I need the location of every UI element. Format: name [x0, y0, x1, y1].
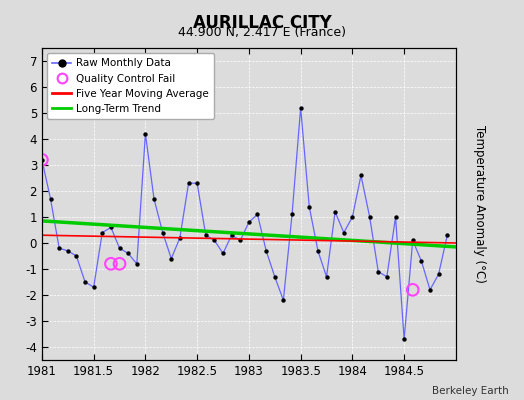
Text: Berkeley Earth: Berkeley Earth [432, 386, 508, 396]
Point [115, 245, 124, 251]
Point [81, 279, 89, 285]
Point [305, 203, 313, 210]
Point [141, 130, 150, 137]
Point [98, 229, 106, 236]
Point [357, 172, 365, 178]
Point [63, 248, 72, 254]
Point [107, 261, 115, 267]
Point [270, 274, 279, 280]
Point [176, 234, 184, 241]
Y-axis label: Temperature Anomaly (°C): Temperature Anomaly (°C) [473, 125, 486, 283]
Point [115, 261, 124, 267]
Point [426, 286, 434, 293]
Point [124, 250, 133, 257]
Point [133, 261, 141, 267]
Point [348, 214, 357, 220]
Point [167, 255, 176, 262]
Point [400, 336, 408, 342]
Point [107, 224, 115, 230]
Point [55, 245, 63, 251]
Point [184, 180, 193, 186]
Point [38, 156, 46, 163]
Point [288, 211, 296, 218]
Point [158, 229, 167, 236]
Point [90, 284, 98, 290]
Point [409, 237, 417, 244]
Point [443, 232, 452, 238]
Text: 44.900 N, 2.417 E (France): 44.900 N, 2.417 E (France) [178, 26, 346, 39]
Point [279, 297, 288, 303]
Point [340, 229, 348, 236]
Title: AURILLAC CITY
44.900 N, 2.417 E (France): AURILLAC CITY 44.900 N, 2.417 E (France) [0, 399, 1, 400]
Point [314, 248, 322, 254]
Point [331, 209, 340, 215]
Point [322, 274, 331, 280]
Point [374, 268, 383, 275]
Point [383, 274, 391, 280]
Point [434, 271, 443, 278]
Point [391, 214, 400, 220]
Point [236, 237, 245, 244]
Point [365, 214, 374, 220]
Point [150, 196, 158, 202]
Point [193, 180, 201, 186]
Point [202, 232, 210, 238]
Point [227, 232, 236, 238]
Point [245, 219, 253, 225]
Point [72, 253, 81, 259]
Point [409, 286, 417, 293]
Point [210, 237, 219, 244]
Point [262, 248, 270, 254]
Point [219, 250, 227, 257]
Point [417, 258, 425, 264]
Text: AURILLAC CITY: AURILLAC CITY [193, 14, 331, 32]
Point [253, 211, 261, 218]
Point [38, 156, 46, 163]
Point [46, 196, 54, 202]
Point [297, 104, 305, 111]
Legend: Raw Monthly Data, Quality Control Fail, Five Year Moving Average, Long-Term Tren: Raw Monthly Data, Quality Control Fail, … [47, 53, 214, 119]
